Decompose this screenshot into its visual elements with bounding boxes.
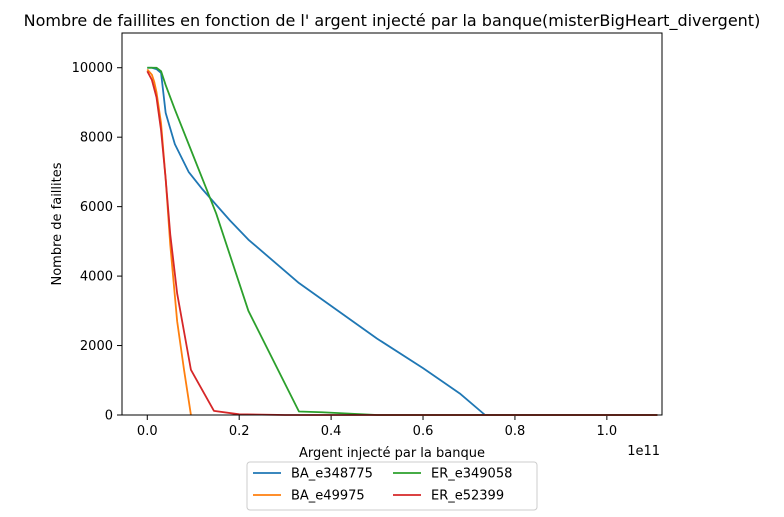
legend: BA_e348775 BA_e49975 ER_e349058 ER_e52399 [246, 461, 538, 511]
series-line-ER_e52399 [146, 70, 658, 416]
y-tick-label: 4000 [80, 270, 113, 285]
y-tick-label: 8000 [80, 131, 113, 146]
y-axis-ticks: 0 2000 4000 6000 8000 10000 [72, 61, 122, 424]
legend-label: BA_e348775 [291, 467, 373, 482]
legend-label: BA_e49975 [291, 489, 365, 504]
x-tick-label: 0.0 [137, 424, 158, 439]
x-tick-label: 1.0 [597, 424, 618, 439]
x-tick-label: 0.4 [321, 424, 342, 439]
legend-frame [246, 461, 538, 511]
x-axis-ticks: 0.0 0.2 0.4 0.6 0.8 1.0 [137, 415, 617, 439]
chart-title: Nombre de faillites en fonction de l' ar… [24, 11, 761, 31]
y-tick-label: 6000 [80, 200, 113, 215]
series-line-BA_e49975 [146, 68, 192, 416]
y-tick-label: 2000 [80, 339, 113, 354]
legend-label: ER_e349058 [431, 467, 512, 482]
y-tick-label: 0 [105, 409, 113, 424]
x-axis-offset-label: 1e11 [627, 444, 660, 459]
x-tick-label: 0.8 [505, 424, 526, 439]
legend-label: ER_e52399 [431, 489, 504, 504]
x-tick-label: 0.6 [413, 424, 434, 439]
x-axis-label: Argent injecté par la banque [299, 446, 485, 461]
plot-lines [146, 66, 658, 416]
y-tick-label: 10000 [72, 61, 113, 76]
series-line-ER_e349058 [147, 66, 658, 416]
y-axis-label: Nombre de faillites [50, 162, 65, 285]
series-line-BA_e348775 [147, 66, 658, 416]
x-tick-label: 0.2 [229, 424, 250, 439]
plot-frame [121, 32, 663, 416]
